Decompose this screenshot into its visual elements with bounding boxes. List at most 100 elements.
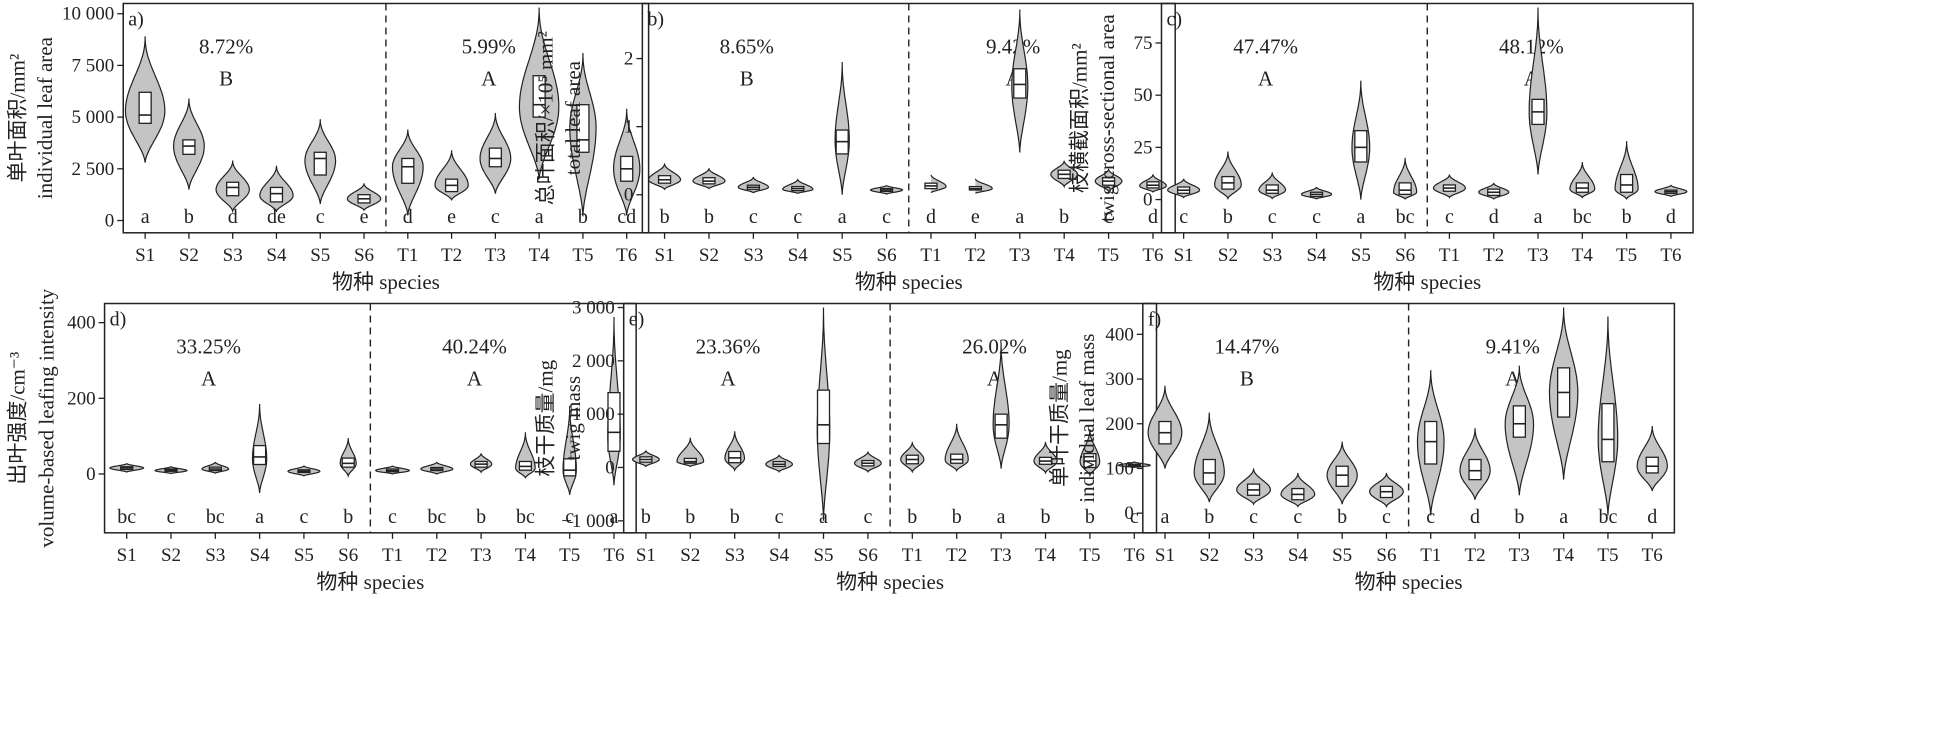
- x-tick-label: S3: [1244, 545, 1264, 566]
- sig-letter: a: [1356, 206, 1365, 228]
- box-T1: [401, 157, 415, 184]
- box-S3: [1265, 184, 1279, 194]
- x-tick-label: T2: [426, 545, 447, 566]
- x-axis-label: 物种 species: [855, 270, 963, 294]
- x-tick-label: S4: [266, 245, 287, 266]
- sig-letter: b: [1514, 506, 1524, 528]
- sig-letter: e: [360, 206, 369, 228]
- group-letter: B: [1240, 367, 1254, 391]
- x-tick-label: T3: [471, 545, 492, 566]
- sig-letter: c: [1249, 506, 1258, 528]
- sig-letter: c: [491, 206, 500, 228]
- x-tick-label: T6: [1642, 545, 1663, 566]
- sig-letter: d: [1647, 506, 1657, 528]
- x-tick-label: T5: [559, 545, 580, 566]
- sig-letter: c: [882, 206, 891, 228]
- y-tick-label: 2 000: [572, 351, 615, 372]
- sig-letter: d: [1666, 206, 1676, 228]
- x-tick-label: T3: [1509, 545, 1530, 566]
- violin-T2: [434, 150, 469, 201]
- group-cv-label: 8.72%: [199, 34, 253, 58]
- x-tick-label: S2: [161, 545, 181, 566]
- y-tick-label: 2 500: [71, 159, 114, 180]
- x-tick-label: T5: [572, 245, 593, 266]
- sig-letter: a: [1534, 206, 1543, 228]
- y-tick-label: 400: [67, 313, 96, 334]
- y-axis-label: 单叶干质量/mg: [1048, 349, 1072, 487]
- x-tick-label: T3: [991, 545, 1012, 566]
- sig-letter: b: [1223, 206, 1233, 228]
- sig-letter: b: [1622, 206, 1632, 228]
- sig-letter: d: [1148, 206, 1158, 228]
- x-tick-label: T6: [616, 245, 637, 266]
- box-S5: [816, 389, 831, 445]
- x-tick-label: S4: [1306, 245, 1327, 266]
- box-T1: [1424, 420, 1438, 465]
- x-tick-label: T5: [1616, 245, 1637, 266]
- x-tick-label: T6: [1142, 245, 1163, 266]
- x-tick-label: S2: [1199, 545, 1219, 566]
- y-tick-label: 300: [1105, 369, 1134, 390]
- panel-label: a): [128, 8, 144, 30]
- y-axis-label-en: twig cross-sectional area: [1095, 14, 1119, 222]
- sig-letter: e: [971, 206, 980, 228]
- sig-letter: b: [952, 506, 962, 528]
- box-T5: [1601, 402, 1615, 463]
- x-tick-label: T5: [1079, 545, 1100, 566]
- x-tick-label: S1: [655, 245, 675, 266]
- group-letter: A: [481, 66, 497, 90]
- sig-letter: c: [1445, 206, 1454, 228]
- sig-letter: a: [1559, 506, 1568, 528]
- x-axis-label: 物种 species: [836, 570, 944, 594]
- sig-letter: c: [1179, 206, 1188, 228]
- y-axis-label: 出叶强度/cm⁻³: [6, 352, 30, 485]
- sig-letter: bc: [516, 506, 535, 528]
- group-cv-label: 14.47%: [1215, 335, 1280, 359]
- x-tick-label: S6: [858, 545, 878, 566]
- y-tick-label: 3 000: [572, 298, 615, 319]
- x-tick-label: S6: [1376, 545, 1396, 566]
- x-tick-label: S3: [725, 545, 745, 566]
- x-tick-label: T2: [965, 245, 986, 266]
- y-axis-label-en: total leaf area: [561, 60, 585, 175]
- sig-letter: a: [838, 206, 847, 228]
- group-cv-label: 48.12%: [1499, 34, 1564, 58]
- group-cv-label: 9.42%: [986, 34, 1040, 58]
- x-tick-label: T2: [441, 245, 462, 266]
- y-tick-label: 25: [1133, 137, 1152, 158]
- box-T2: [1468, 458, 1482, 481]
- sig-letter: e: [447, 206, 456, 228]
- y-tick-label: −1 000: [561, 511, 614, 532]
- group-cv-label: 26.02%: [962, 335, 1027, 359]
- sig-letter: c: [1312, 206, 1321, 228]
- y-tick-label: 0: [1124, 503, 1134, 524]
- y-tick-label: 2: [624, 49, 634, 70]
- panel-label: e): [629, 309, 645, 331]
- x-tick-label: S4: [788, 245, 809, 266]
- sig-letter: c: [1104, 206, 1113, 228]
- y-tick-label: 7 500: [71, 55, 114, 76]
- y-axis-label: 总叶面积/×10⁵ mm²: [534, 31, 558, 205]
- box-S2: [182, 139, 196, 155]
- panel-label: c): [1166, 8, 1182, 30]
- sig-letter: a: [1161, 506, 1170, 528]
- x-tick-label: S1: [135, 245, 155, 266]
- box-T5: [563, 458, 577, 477]
- y-axis-label-en: volume-based leafing intensity: [34, 288, 58, 547]
- sig-letter: c: [167, 506, 176, 528]
- sig-letter: c: [1293, 506, 1302, 528]
- x-tick-label: S6: [877, 245, 897, 266]
- sig-letter: b: [685, 506, 695, 528]
- x-tick-label: T6: [603, 545, 624, 566]
- x-tick-label: T5: [1098, 245, 1119, 266]
- x-tick-label: S6: [338, 545, 358, 566]
- x-tick-label: T1: [920, 245, 941, 266]
- sig-letter: b: [184, 206, 194, 228]
- x-axis-label: 物种 species: [1355, 570, 1463, 594]
- y-tick-label: 200: [1105, 414, 1134, 435]
- group-cv-label: 23.36%: [696, 335, 761, 359]
- x-tick-label: T3: [1009, 245, 1030, 266]
- violin-S5: [834, 62, 850, 195]
- x-tick-label: S4: [250, 545, 271, 566]
